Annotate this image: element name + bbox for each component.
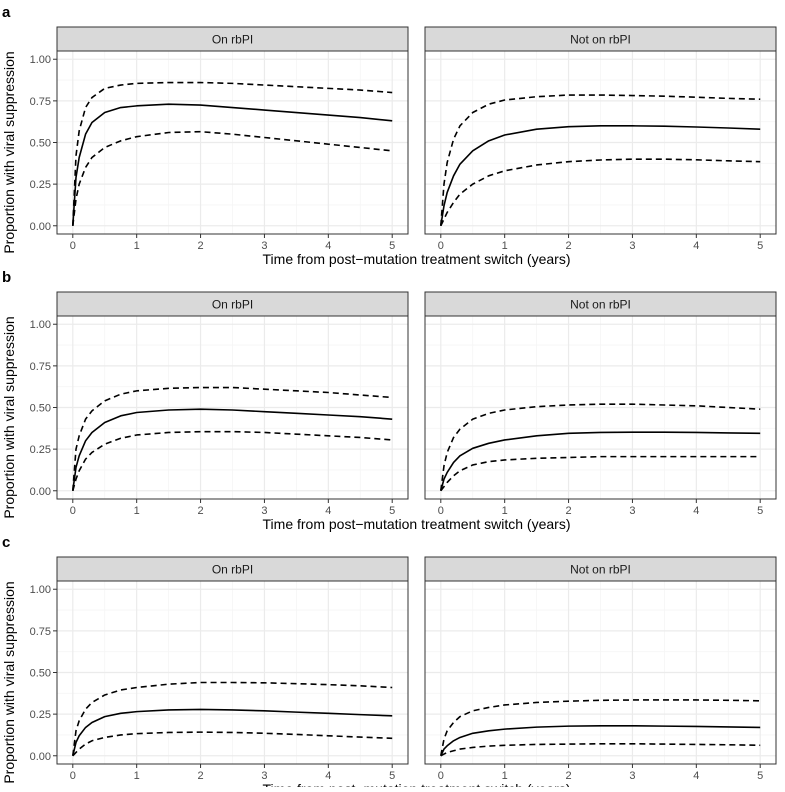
y-tick-label: 1.00 — [30, 319, 51, 331]
y-tick-label: 0.50 — [30, 403, 51, 415]
x-tick-label: 0 — [70, 240, 76, 252]
facet-strip — [424, 556, 777, 582]
plot-border — [424, 315, 777, 500]
x-tick-label: 0 — [438, 505, 444, 517]
x-tick-label: 4 — [325, 770, 331, 782]
series-ci-line-1 — [440, 94, 761, 226]
y-axis-title: Proportion with viral suppression — [1, 316, 17, 518]
x-tick-label: 5 — [757, 505, 763, 517]
y-tick-label: 0.75 — [30, 626, 51, 638]
facet-title: On rbPI — [212, 33, 253, 47]
x-tick-label: 0 — [70, 770, 76, 782]
x-tick-label: 5 — [389, 770, 395, 782]
x-tick-label: 4 — [325, 505, 331, 517]
series-ci-line-1 — [440, 699, 761, 756]
x-tick-label: 4 — [693, 505, 699, 517]
series-ci-line-2 — [440, 742, 761, 757]
series-ci-line-1 — [72, 681, 393, 756]
facet-strip — [56, 26, 409, 52]
x-tick-label: 3 — [629, 505, 635, 517]
series-estimate-line — [72, 708, 393, 756]
facet-strip — [56, 291, 409, 317]
y-axis-title: Proportion with viral suppression — [1, 581, 17, 783]
series-ci-line-1 — [72, 386, 393, 491]
y-axis-title: Proportion with viral suppression — [1, 51, 17, 253]
facet-strip — [56, 556, 409, 582]
x-tick-label: 1 — [502, 240, 508, 252]
facet-a-not-on-rbpi: Not on rbPI 0 1 2 3 4 5 — [424, 26, 777, 252]
y-tick-label: 0.25 — [30, 709, 51, 721]
x-tick-label: 4 — [693, 240, 699, 252]
y-tick-label: 0.75 — [30, 361, 51, 373]
y-tick-label: 0.50 — [30, 668, 51, 680]
x-axis-title: Time from post−mutation treatment switch… — [263, 516, 571, 532]
x-tick-label: 0 — [70, 505, 76, 517]
plot-border — [424, 50, 777, 235]
x-tick-label: 1 — [134, 770, 140, 782]
x-tick-label: 5 — [389, 505, 395, 517]
x-tick-label: 5 — [757, 770, 763, 782]
series-ci-line-2 — [440, 455, 761, 492]
panel-label: b — [2, 269, 11, 286]
x-axis-title: Time from post−mutation treatment switch… — [263, 251, 571, 267]
panel-label: a — [2, 4, 11, 21]
series-ci-line-2 — [72, 731, 393, 757]
y-tick-label: 0.75 — [30, 96, 51, 108]
facet-title: On rbPI — [212, 563, 253, 577]
y-tick-label: 0.00 — [30, 486, 51, 498]
facet-b-on-rbpi: On rbPI 0 1 2 3 4 5 0.00 0.25 0.50 0.75 1.00 — [30, 291, 409, 517]
series-ci-line-2 — [72, 130, 393, 226]
series-estimate-line — [440, 431, 761, 491]
facet-title: Not on rbPI — [570, 563, 631, 577]
x-tick-label: 3 — [261, 770, 267, 782]
x-tick-label: 1 — [134, 505, 140, 517]
facet-c-on-rbpi: On rbPI 0 1 2 3 4 5 0.00 0.25 0.50 0.75 1.00 — [30, 556, 409, 782]
x-tick-label: 3 — [261, 505, 267, 517]
x-tick-label: 1 — [502, 770, 508, 782]
facet-b-not-on-rbpi: Not on rbPI 0 1 2 3 4 5 — [424, 291, 777, 517]
series-estimate-line — [440, 724, 761, 757]
y-tick-label: 1.00 — [30, 584, 51, 596]
facet-strip — [424, 291, 777, 317]
x-tick-label: 4 — [693, 770, 699, 782]
x-tick-label: 2 — [197, 505, 203, 517]
facet-c-not-on-rbpi: Not on rbPI 0 1 2 3 4 5 — [424, 556, 777, 782]
y-tick-label: 1.00 — [30, 54, 51, 66]
x-tick-label: 2 — [565, 240, 571, 252]
series-estimate-line — [72, 103, 393, 226]
facet-title: Not on rbPI — [570, 33, 631, 47]
x-tick-label: 2 — [565, 770, 571, 782]
plot-border — [424, 580, 777, 765]
y-tick-label: 0.00 — [30, 221, 51, 233]
x-tick-label: 2 — [197, 770, 203, 782]
series-ci-line-2 — [440, 158, 761, 227]
facet-title: On rbPI — [212, 298, 253, 312]
x-tick-label: 4 — [325, 240, 331, 252]
panel-label: c — [2, 534, 10, 551]
x-axis-title: Time from post−mutation treatment switch… — [263, 781, 571, 787]
facet-a-on-rbpi: On rbPI 0 1 2 3 4 5 0.00 0.25 0.50 0.75 1.00 — [30, 26, 409, 252]
y-tick-label: 0.50 — [30, 138, 51, 150]
y-tick-label: 0.25 — [30, 444, 51, 456]
x-tick-label: 2 — [565, 505, 571, 517]
y-tick-label: 0.00 — [30, 751, 51, 763]
x-tick-label: 3 — [261, 240, 267, 252]
x-tick-label: 0 — [438, 770, 444, 782]
x-tick-label: 1 — [502, 505, 508, 517]
facet-title: Not on rbPI — [570, 298, 631, 312]
x-tick-label: 2 — [197, 240, 203, 252]
series-ci-line-1 — [72, 81, 393, 226]
x-tick-label: 3 — [629, 240, 635, 252]
x-tick-label: 3 — [629, 770, 635, 782]
x-tick-label: 0 — [438, 240, 444, 252]
series-estimate-line — [72, 408, 393, 491]
series-estimate-line — [440, 125, 761, 226]
x-tick-label: 1 — [134, 240, 140, 252]
x-tick-label: 5 — [757, 240, 763, 252]
x-tick-label: 5 — [389, 240, 395, 252]
series-ci-line-1 — [440, 403, 761, 491]
y-tick-label: 0.25 — [30, 179, 51, 191]
